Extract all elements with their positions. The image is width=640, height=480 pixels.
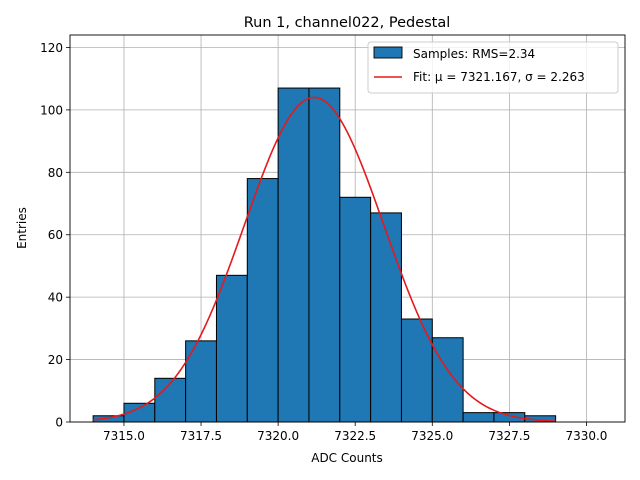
x-axis-label: ADC Counts <box>311 451 383 465</box>
y-axis-label: Entries <box>15 207 29 249</box>
y-tick-label: 100 <box>40 103 63 117</box>
y-tick-label: 80 <box>48 166 63 180</box>
x-tick-label: 7317.5 <box>180 429 222 443</box>
histogram-bar <box>246 178 279 423</box>
histogram-bar <box>339 196 372 423</box>
histogram-bar <box>215 274 248 423</box>
plot-frame <box>69 34 626 423</box>
legend-histogram-label: Samples: RMS=2.34 <box>413 47 535 61</box>
histogram-bar <box>308 87 341 423</box>
y-tick-label: 120 <box>40 41 63 55</box>
y-tick-label: 20 <box>48 353 63 367</box>
legend-fit-label: Fit: μ = 7321.167, σ = 2.263 <box>413 70 585 84</box>
y-tick-label: 40 <box>48 291 63 305</box>
legend-box <box>367 41 619 94</box>
histogram-bars <box>92 87 557 423</box>
histogram-bar <box>154 377 187 423</box>
y-tick-label: 0 <box>55 416 63 430</box>
x-tick-label: 7322.5 <box>334 429 376 443</box>
gaussian-fit-line <box>93 96 556 422</box>
y-tick-label: 60 <box>48 228 63 242</box>
x-tick-label: 7327.5 <box>488 429 530 443</box>
x-tick-label: 7325.0 <box>411 429 453 443</box>
x-axis-ticks: 7315.0 7317.5 7320.0 7322.5 7325.0 7327.5 7330… <box>103 422 607 443</box>
histogram-bar <box>277 87 310 423</box>
x-tick-label: 7320.0 <box>257 429 299 443</box>
y-axis-ticks: 0 20 40 60 80 100 120 <box>40 41 70 430</box>
x-tick-label: 7330.0 <box>565 429 607 443</box>
legend-histogram-swatch <box>373 46 403 59</box>
x-tick-label: 7315.0 <box>103 429 145 443</box>
histogram-bar <box>462 412 495 423</box>
histogram-bar <box>431 337 464 423</box>
histogram-bar <box>370 212 402 423</box>
legend: Samples: RMS=2.34 Fit: μ = 7321.167, σ =… <box>367 41 619 94</box>
histogram-bar <box>185 340 217 423</box>
chart-title: Run 1, channel022, Pedestal <box>244 15 451 31</box>
